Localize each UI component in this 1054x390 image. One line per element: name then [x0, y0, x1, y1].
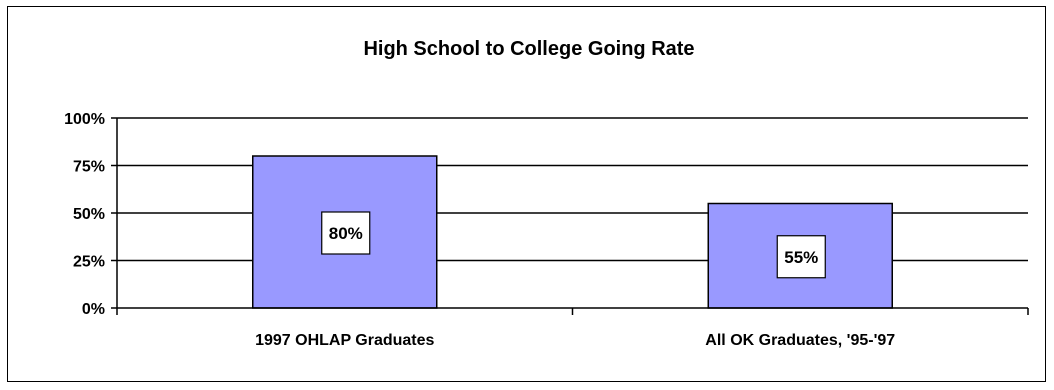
labels: 0% 25% 50% 75% 100% 80% 1997 OHLAP Graduates 55… [64, 111, 895, 349]
y-tick-label: 25% [73, 254, 105, 271]
chart-frame [7, 6, 1046, 382]
category-label: All OK Graduates, '95-'97 [705, 332, 895, 349]
y-tick-label: 50% [73, 206, 105, 223]
y-tick-label: 75% [73, 159, 105, 176]
y-tick-label: 100% [64, 111, 105, 128]
category-label: 1997 OHLAP Graduates [255, 332, 434, 349]
chart-title: High School to College Going Rate [363, 38, 694, 60]
data-label-box [776, 235, 826, 279]
y-tick-label: 0% [82, 301, 105, 318]
data-label: 80% [329, 224, 363, 243]
data-label: 55% [784, 248, 818, 267]
data-label-box [321, 211, 371, 255]
axes [111, 117, 1029, 315]
